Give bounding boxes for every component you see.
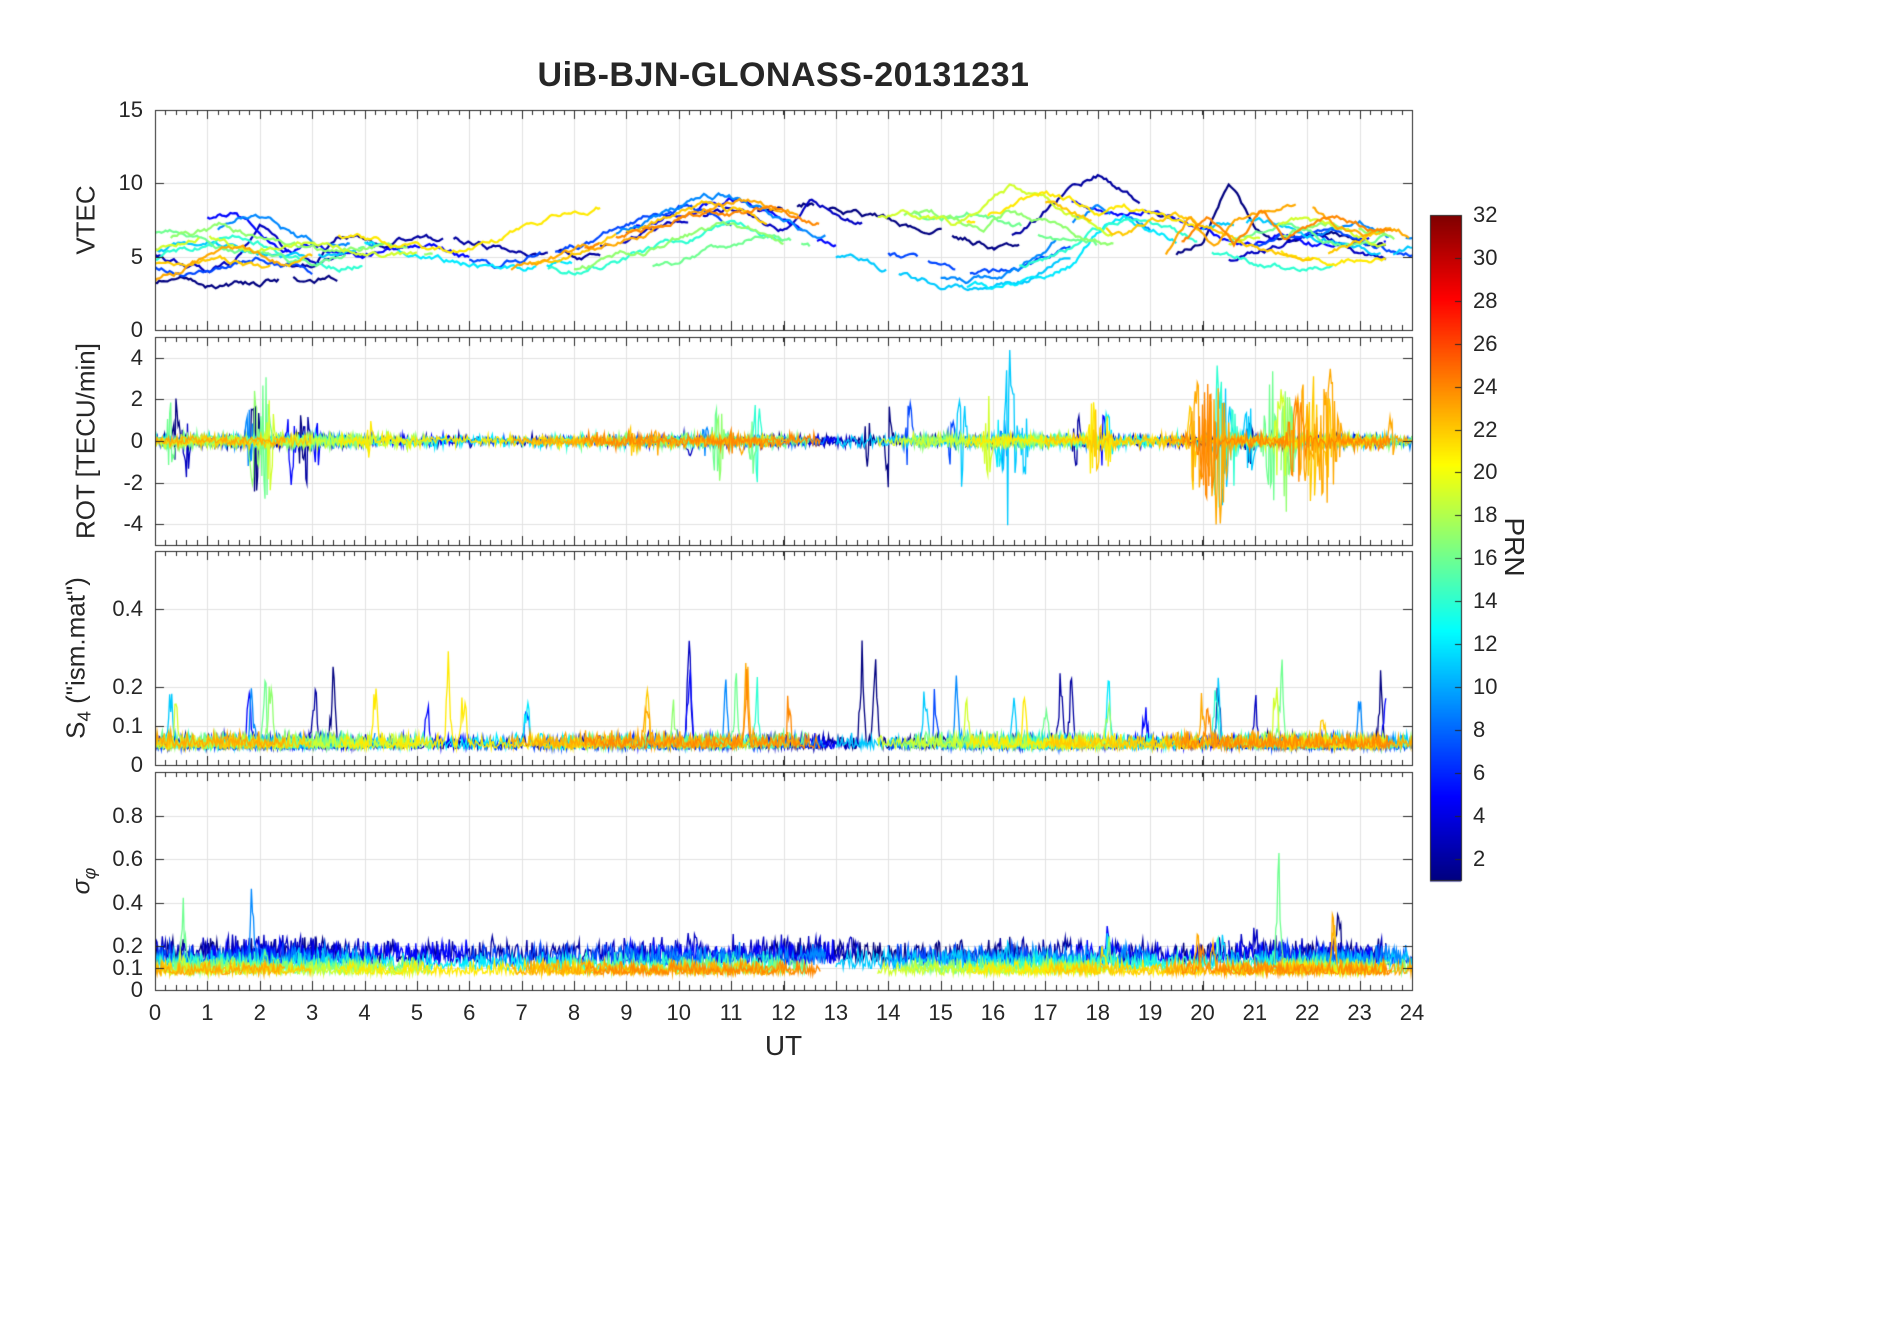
x-tick-label: 21 <box>1242 1000 1268 1025</box>
x-tick-label: 10 <box>666 1000 691 1025</box>
x-tick-label: 16 <box>980 1000 1006 1025</box>
y-tick-label: 0.1 <box>112 713 143 739</box>
colorbar-tick-label: 32 <box>1473 202 1498 227</box>
x-tick-label: 3 <box>306 1000 319 1025</box>
colorbar-tick-label: 30 <box>1473 244 1498 270</box>
x-tick-label: 6 <box>463 1000 476 1025</box>
x-tick-label: 7 <box>515 1000 528 1025</box>
y-tick-label: 0.1 <box>112 955 143 981</box>
x-tick-label: 18 <box>1085 1000 1110 1025</box>
x-tick-label: 19 <box>1137 1000 1163 1025</box>
x-tick-label: 15 <box>928 1000 953 1025</box>
y-tick-label: 0.6 <box>112 846 143 872</box>
x-tick-label: 13 <box>823 1000 849 1025</box>
x-tick-label: 22 <box>1295 1000 1320 1025</box>
colorbar-tick-label: 10 <box>1473 673 1498 699</box>
x-tick-label: 0 <box>148 1000 162 1025</box>
y-tick-label: 0.4 <box>112 889 143 915</box>
y-axis-label-sigma-sub: φ <box>79 867 100 880</box>
colorbar-label: PRN <box>1499 517 1530 577</box>
y-tick-label: 15 <box>118 97 143 122</box>
x-tick-label: 12 <box>771 1000 796 1025</box>
colorbar-tick-label: 12 <box>1473 631 1498 657</box>
colorbar-tick-label: 24 <box>1473 373 1498 399</box>
colorbar-tick-label: 6 <box>1473 759 1486 785</box>
y-tick-label: -2 <box>123 469 143 495</box>
x-tick-label: 2 <box>253 1000 266 1025</box>
y-tick-label: 0.8 <box>112 802 143 828</box>
colorbar-tick-label: 4 <box>1473 802 1486 828</box>
x-tick-label: 20 <box>1190 1000 1215 1025</box>
colorbar-tick-label: 16 <box>1473 545 1498 571</box>
x-tick-label: 4 <box>358 1000 371 1025</box>
y-tick-label: 2 <box>130 386 143 412</box>
colorbar-tick-label: 22 <box>1473 416 1498 442</box>
colorbar-tick-label: 26 <box>1473 330 1498 356</box>
y-axis-label-s4-suffix: ("ism.mat") <box>60 577 91 712</box>
y-tick-label: 0 <box>130 752 143 777</box>
x-tick-label: 17 <box>1033 1000 1058 1025</box>
y-tick-label: 0 <box>130 317 143 342</box>
x-tick-label: 8 <box>567 1000 581 1025</box>
y-tick-label: 4 <box>130 344 143 370</box>
y-axis-label-sigma-phi: σφ <box>68 868 101 895</box>
colorbar-tick-label: 2 <box>1473 845 1486 871</box>
y-tick-label: 0 <box>130 977 143 1002</box>
x-tick-label: 24 <box>1399 1000 1425 1025</box>
y-axis-label-vtec: VTEC <box>71 185 102 254</box>
x-tick-label: 9 <box>620 1000 633 1025</box>
x-axis-label: UT <box>764 1030 803 1061</box>
colorbar-tick-label: 18 <box>1473 502 1498 528</box>
x-tick-label: 23 <box>1347 1000 1372 1025</box>
y-axis-label-rot: ROT [TECU/min] <box>71 343 102 539</box>
x-tick-label: 1 <box>201 1000 214 1025</box>
y-tick-label: 10 <box>118 170 143 196</box>
y-tick-label: 0.2 <box>112 933 143 959</box>
chart-title: UiB-BJN-GLONASS-20131231 <box>537 56 1030 94</box>
y-axis-label-s4-main: S <box>60 721 91 739</box>
y-tick-label: 0.4 <box>112 596 143 622</box>
colorbar-tick-label: 14 <box>1473 588 1498 614</box>
x-tick-label: 14 <box>876 1000 901 1025</box>
y-axis-label-vtec-text: VTEC <box>70 185 101 255</box>
x-tick-label: 11 <box>719 1000 743 1025</box>
y-tick-label: 0 <box>130 428 143 453</box>
x-tick-label: 5 <box>410 1000 423 1025</box>
y-axis-label-sigma-main: σ <box>67 879 96 895</box>
y-tick-label: 5 <box>130 243 143 269</box>
colorbar-tick-label: 28 <box>1473 287 1498 313</box>
y-tick-label: -4 <box>123 511 143 537</box>
y-axis-label-s4-sub: 4 <box>73 711 95 722</box>
y-axis-label-rot-text: ROT [TECU/min] <box>70 343 101 539</box>
colorbar-tick-label: 20 <box>1473 459 1498 485</box>
colorbar-tick-label: 8 <box>1473 716 1486 742</box>
y-tick-label: 0.2 <box>112 674 143 700</box>
y-axis-label-s4: S4 ("ism.mat") <box>60 577 95 739</box>
